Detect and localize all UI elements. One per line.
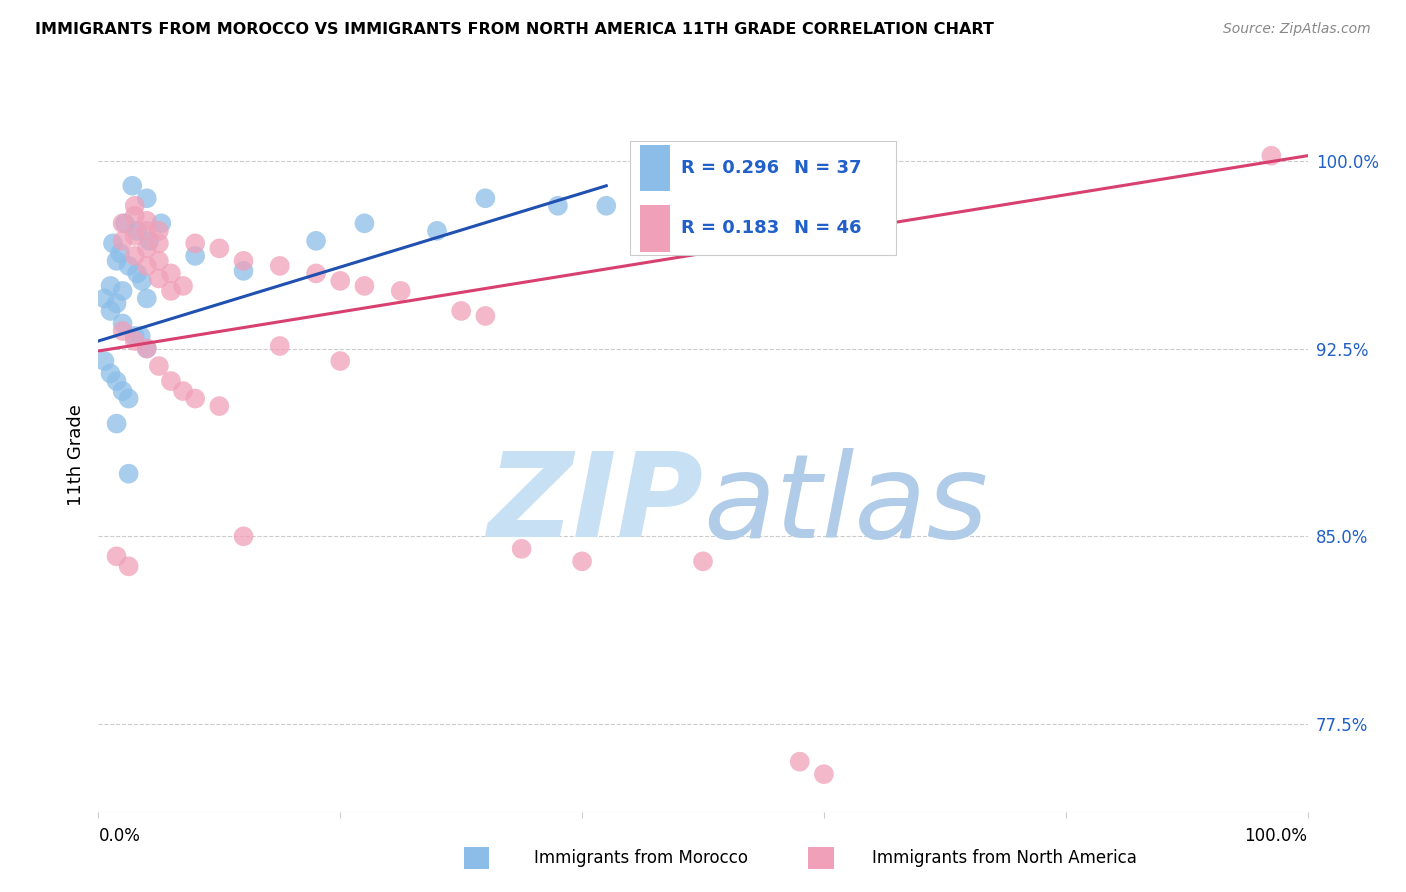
Point (124, 199, 146, 213)
Point (135, 224, 157, 238)
FancyBboxPatch shape (630, 141, 897, 255)
Point (111, 324, 134, 338)
Point (184, 249, 207, 263)
Point (269, 339, 291, 353)
Point (184, 236, 207, 251)
Point (208, 241, 231, 255)
Point (101, 236, 124, 251)
Text: IMMIGRANTS FROM MOROCCO VS IMMIGRANTS FROM NORTH AMERICA 11TH GRADE CORRELATION : IMMIGRANTS FROM MOROCCO VS IMMIGRANTS FR… (35, 22, 994, 37)
Point (148, 236, 170, 251)
Point (135, 241, 157, 255)
Point (100, 304, 122, 318)
Point (127, 224, 149, 238)
Point (148, 224, 170, 238)
Point (111, 317, 134, 331)
Point (789, 755, 811, 769)
Point (121, 178, 143, 193)
Text: ZIP: ZIP (486, 448, 703, 562)
Point (547, 199, 569, 213)
Point (172, 384, 194, 398)
Point (813, 767, 835, 781)
Point (100, 279, 122, 293)
Point (105, 417, 128, 431)
Point (148, 253, 170, 268)
Point (100, 367, 122, 381)
Point (305, 266, 328, 280)
Point (118, 392, 141, 406)
Point (450, 304, 472, 318)
Text: N = 37: N = 37 (793, 159, 862, 177)
Point (148, 359, 170, 373)
Y-axis label: 11th Grade: 11th Grade (66, 404, 84, 506)
Point (124, 249, 146, 263)
Text: N = 46: N = 46 (793, 219, 862, 237)
Point (232, 529, 254, 543)
Point (93, 354, 115, 368)
Point (111, 384, 134, 398)
Point (124, 329, 146, 343)
Point (232, 253, 254, 268)
Point (1260, 149, 1282, 163)
Point (135, 292, 157, 306)
Point (105, 549, 128, 564)
Point (108, 246, 131, 260)
Point (160, 374, 183, 388)
Point (353, 216, 375, 230)
Text: Immigrants from North America: Immigrants from North America (872, 849, 1136, 867)
Point (135, 191, 157, 205)
Point (692, 554, 714, 568)
Point (135, 259, 157, 273)
Text: 0.0%: 0.0% (98, 827, 141, 845)
Point (93, 292, 115, 306)
Point (232, 264, 254, 278)
Point (105, 374, 128, 388)
Point (114, 216, 136, 230)
Point (111, 234, 134, 248)
Point (426, 224, 449, 238)
Point (172, 279, 194, 293)
Point (595, 199, 617, 213)
Text: atlas: atlas (703, 448, 988, 562)
Point (105, 253, 128, 268)
Point (353, 279, 375, 293)
Point (329, 274, 352, 288)
Point (118, 559, 141, 574)
Point (127, 266, 149, 280)
Point (269, 259, 291, 273)
Text: Immigrants from Morocco: Immigrants from Morocco (534, 849, 748, 867)
Point (124, 228, 146, 243)
Point (474, 191, 496, 205)
Text: R = 0.183: R = 0.183 (682, 219, 779, 237)
Point (135, 214, 157, 228)
Point (571, 554, 593, 568)
Text: 100.0%: 100.0% (1244, 827, 1308, 845)
Point (510, 541, 533, 556)
Point (105, 296, 128, 310)
Point (305, 234, 328, 248)
Point (131, 274, 153, 288)
Point (329, 354, 352, 368)
Point (160, 266, 183, 280)
Text: Source: ZipAtlas.com: Source: ZipAtlas.com (1223, 22, 1371, 37)
Text: R = 0.296: R = 0.296 (682, 159, 779, 177)
Point (150, 216, 173, 230)
Point (208, 399, 231, 413)
Point (118, 259, 141, 273)
FancyBboxPatch shape (640, 145, 671, 191)
Point (118, 467, 141, 481)
FancyBboxPatch shape (640, 205, 671, 252)
Point (124, 334, 146, 348)
Point (474, 309, 496, 323)
Point (148, 271, 170, 285)
Point (184, 392, 207, 406)
Point (129, 329, 152, 343)
Point (111, 284, 134, 298)
Point (124, 209, 146, 223)
Point (160, 284, 183, 298)
Point (389, 284, 412, 298)
Point (111, 216, 134, 230)
Point (135, 342, 157, 356)
Point (135, 342, 157, 356)
Point (138, 234, 160, 248)
